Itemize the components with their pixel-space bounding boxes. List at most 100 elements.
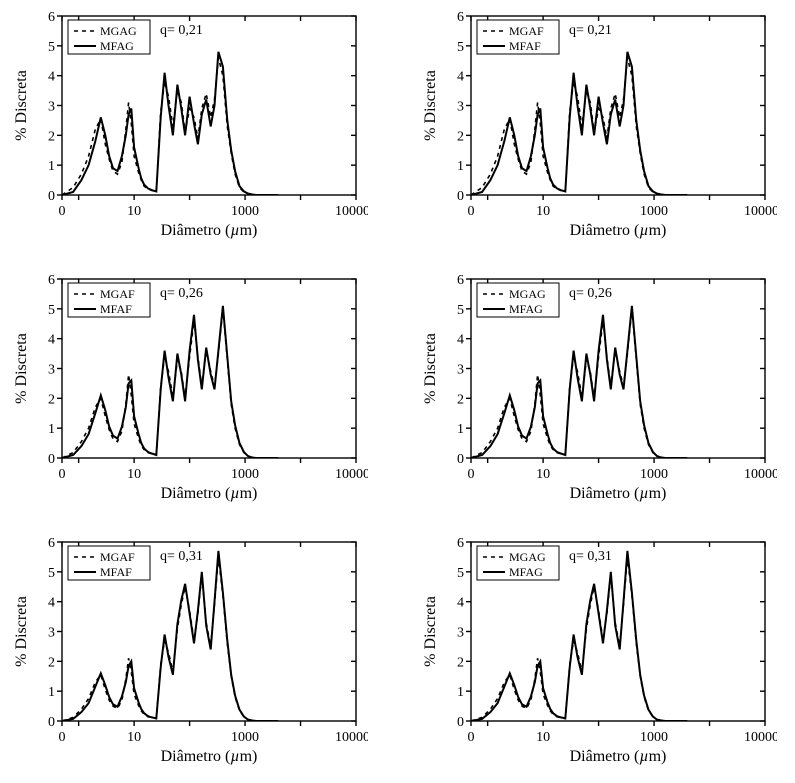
- y-tick-label: 4: [457, 333, 464, 348]
- y-tick-label: 1: [457, 685, 464, 700]
- y-tick-label: 1: [48, 159, 55, 174]
- y-tick-label: 2: [48, 392, 55, 407]
- x-tick-label: 0: [467, 204, 474, 219]
- x-tick-label: 10: [127, 204, 141, 219]
- x-tick-label: 1000: [231, 730, 259, 745]
- legend-label: MFAF: [100, 565, 132, 579]
- x-axis-label: Diâmetro (µm): [569, 748, 666, 765]
- y-tick-label: 4: [457, 70, 464, 85]
- x-tick-label: 100000: [335, 467, 368, 482]
- y-tick-label: 3: [48, 363, 55, 378]
- y-tick-label: 0: [48, 452, 55, 467]
- y-axis-label: % Discreta: [13, 596, 30, 667]
- x-tick-label: 100000: [744, 730, 777, 745]
- chart-panel: 01234560101000100000% DiscretaDiâmetro (…: [417, 6, 777, 241]
- legend-label: MGAG: [509, 550, 546, 564]
- panel: 01234560101000100000% DiscretaDiâmetro (…: [417, 269, 788, 510]
- legend-label: MGAF: [100, 550, 135, 564]
- y-tick-label: 5: [48, 40, 55, 55]
- x-tick-label: 100000: [335, 730, 368, 745]
- series-dashed: [62, 557, 278, 721]
- legend-label: MGAG: [509, 287, 546, 301]
- x-tick-label: 10: [536, 467, 550, 482]
- series-dashed: [471, 58, 687, 195]
- chart-panel: 01234560101000100000% DiscretaDiâmetro (…: [8, 269, 368, 504]
- q-label: q= 0,21: [569, 23, 612, 38]
- chart-panel: 01234560101000100000% DiscretaDiâmetro (…: [8, 6, 368, 241]
- y-tick-label: 2: [48, 129, 55, 144]
- series-solid: [62, 52, 278, 195]
- y-tick-label: 2: [457, 392, 464, 407]
- y-tick-label: 4: [457, 596, 464, 611]
- y-tick-label: 6: [457, 273, 464, 288]
- y-tick-label: 5: [457, 40, 464, 55]
- x-tick-label: 1000: [640, 730, 668, 745]
- q-label: q= 0,26: [160, 286, 203, 301]
- x-tick-label: 0: [467, 467, 474, 482]
- legend-label: MFAF: [509, 39, 541, 53]
- q-label: q= 0,21: [160, 23, 203, 38]
- x-tick-label: 0: [467, 730, 474, 745]
- x-tick-label: 100000: [744, 204, 777, 219]
- y-tick-label: 6: [457, 536, 464, 551]
- panel: 01234560101000100000% DiscretaDiâmetro (…: [417, 532, 788, 773]
- x-tick-label: 1000: [640, 204, 668, 219]
- x-tick-label: 0: [59, 467, 66, 482]
- chart-panel: 01234560101000100000% DiscretaDiâmetro (…: [417, 269, 777, 504]
- y-tick-label: 4: [48, 333, 55, 348]
- y-tick-label: 0: [48, 715, 55, 730]
- y-axis-label: % Discreta: [13, 333, 30, 404]
- y-tick-label: 0: [457, 715, 464, 730]
- x-axis-label: Diâmetro (µm): [161, 222, 258, 239]
- series-solid: [62, 306, 278, 458]
- y-tick-label: 2: [457, 129, 464, 144]
- legend-label: MFAG: [509, 565, 543, 579]
- y-tick-label: 2: [457, 655, 464, 670]
- y-tick-label: 6: [48, 10, 55, 25]
- x-tick-label: 0: [59, 730, 66, 745]
- y-tick-label: 4: [48, 596, 55, 611]
- y-tick-label: 6: [48, 536, 55, 551]
- y-tick-label: 5: [457, 566, 464, 581]
- x-tick-label: 100000: [335, 204, 368, 219]
- panel: 01234560101000100000% DiscretaDiâmetro (…: [417, 6, 788, 247]
- x-tick-label: 1000: [231, 204, 259, 219]
- x-axis-label: Diâmetro (µm): [569, 485, 666, 502]
- x-tick-label: 100000: [744, 467, 777, 482]
- y-tick-label: 3: [48, 626, 55, 641]
- x-tick-label: 10: [127, 730, 141, 745]
- panel: 01234560101000100000% DiscretaDiâmetro (…: [8, 6, 379, 247]
- q-label: q= 0,26: [569, 286, 612, 301]
- x-axis-label: Diâmetro (µm): [569, 222, 666, 239]
- y-tick-label: 6: [457, 10, 464, 25]
- x-tick-label: 10: [127, 467, 141, 482]
- x-tick-label: 1000: [231, 467, 259, 482]
- y-tick-label: 3: [457, 363, 464, 378]
- x-tick-label: 10: [536, 730, 550, 745]
- y-tick-label: 5: [48, 566, 55, 581]
- x-axis-label: Diâmetro (µm): [161, 485, 258, 502]
- y-tick-label: 0: [457, 452, 464, 467]
- legend-label: MFAG: [509, 302, 543, 316]
- series-solid: [471, 52, 687, 195]
- legend-label: MFAG: [100, 39, 134, 53]
- y-tick-label: 3: [457, 626, 464, 641]
- x-tick-label: 1000: [640, 467, 668, 482]
- x-tick-label: 0: [59, 204, 66, 219]
- y-tick-label: 3: [48, 100, 55, 115]
- panel: 01234560101000100000% DiscretaDiâmetro (…: [8, 269, 379, 510]
- y-axis-label: % Discreta: [422, 70, 439, 141]
- legend-label: MFAF: [100, 302, 132, 316]
- y-tick-label: 6: [48, 273, 55, 288]
- y-tick-label: 1: [457, 422, 464, 437]
- y-tick-label: 1: [48, 422, 55, 437]
- x-tick-label: 10: [536, 204, 550, 219]
- y-axis-label: % Discreta: [422, 333, 439, 404]
- series-solid: [471, 306, 687, 458]
- y-tick-label: 4: [48, 70, 55, 85]
- y-tick-label: 0: [457, 189, 464, 204]
- y-tick-label: 3: [457, 100, 464, 115]
- q-label: q= 0,31: [569, 549, 612, 564]
- legend-label: MGAG: [100, 24, 137, 38]
- q-label: q= 0,31: [160, 549, 203, 564]
